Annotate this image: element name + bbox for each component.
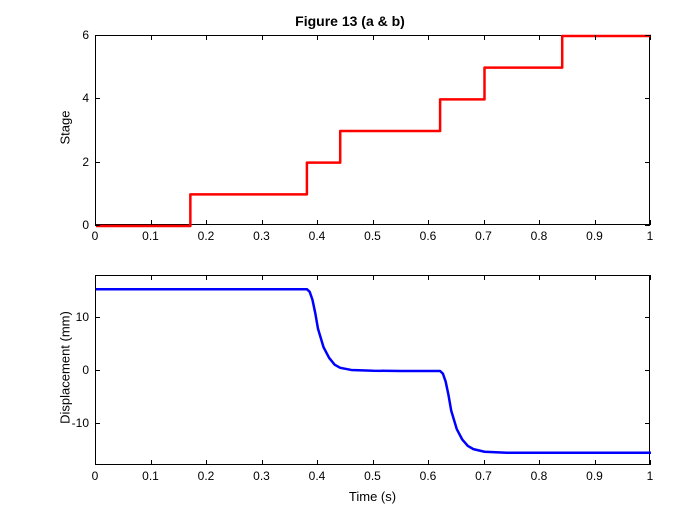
xtick-label: 0.2	[198, 229, 215, 243]
xtick-mark	[262, 460, 263, 465]
xtick-label: 0.1	[142, 469, 159, 483]
ytick-label: 6	[65, 28, 89, 42]
xtick-mark	[151, 275, 152, 280]
xtick-label: 0.7	[475, 229, 492, 243]
ytick-mark	[645, 35, 650, 36]
figure-title: Figure 13 (a & b)	[0, 13, 700, 29]
ytick-label: 0	[65, 218, 89, 232]
xtick-label: 0.9	[586, 229, 603, 243]
xtick-mark	[206, 220, 207, 225]
xtick-label: 0.5	[364, 229, 381, 243]
ytick-mark	[95, 423, 100, 424]
ytick-mark	[645, 162, 650, 163]
xtick-label: 0.2	[198, 469, 215, 483]
xtick-mark	[262, 35, 263, 40]
xtick-mark	[539, 35, 540, 40]
ytick-mark	[95, 225, 100, 226]
xtick-mark	[262, 275, 263, 280]
ytick-label: 0	[65, 363, 89, 377]
xtick-mark	[650, 275, 651, 280]
ytick-mark	[95, 98, 100, 99]
xtick-label: 0	[92, 469, 99, 483]
xtick-label: 0.3	[253, 229, 270, 243]
bottom-chart-line	[96, 276, 651, 466]
xtick-mark	[262, 220, 263, 225]
xtick-mark	[539, 460, 540, 465]
ytick-mark	[95, 370, 100, 371]
ytick-label: 4	[65, 91, 89, 105]
xtick-mark	[206, 460, 207, 465]
ytick-mark	[645, 98, 650, 99]
xtick-mark	[650, 35, 651, 40]
xtick-mark	[484, 35, 485, 40]
xtick-label: 0.4	[309, 229, 326, 243]
xtick-label: 0.3	[253, 469, 270, 483]
xtick-mark	[373, 220, 374, 225]
ytick-mark	[95, 162, 100, 163]
xtick-label: 0.9	[586, 469, 603, 483]
xtick-mark	[595, 275, 596, 280]
xtick-label: 1	[647, 469, 654, 483]
xtick-mark	[206, 35, 207, 40]
xtick-mark	[151, 460, 152, 465]
xtick-mark	[428, 35, 429, 40]
xtick-label: 0.1	[142, 229, 159, 243]
xtick-mark	[151, 220, 152, 225]
xtick-mark	[373, 460, 374, 465]
xtick-mark	[206, 275, 207, 280]
xtick-mark	[317, 220, 318, 225]
xtick-label: 0	[92, 229, 99, 243]
xtick-mark	[539, 275, 540, 280]
xtick-mark	[539, 220, 540, 225]
xtick-mark	[650, 220, 651, 225]
figure-container: Figure 13 (a & b) Stage 0 0.1 0.2 0.3 0.4 0.5…	[0, 0, 700, 525]
xtick-label: 0.6	[420, 469, 437, 483]
xtick-mark	[373, 35, 374, 40]
xtick-mark	[151, 35, 152, 40]
bottom-xlabel: Time (s)	[95, 489, 650, 504]
xtick-mark	[428, 460, 429, 465]
top-plot-area	[95, 35, 650, 225]
xtick-mark	[317, 35, 318, 40]
xtick-label: 0.7	[475, 469, 492, 483]
xtick-label: 0.5	[364, 469, 381, 483]
ytick-mark	[95, 35, 100, 36]
ytick-mark	[645, 370, 650, 371]
ytick-label: 2	[65, 155, 89, 169]
ytick-mark	[645, 225, 650, 226]
xtick-label: 0.8	[531, 229, 548, 243]
xtick-mark	[484, 275, 485, 280]
xtick-label: 0.8	[531, 469, 548, 483]
xtick-label: 1	[647, 229, 654, 243]
xtick-mark	[428, 275, 429, 280]
bottom-plot-area	[95, 275, 650, 465]
xtick-mark	[484, 220, 485, 225]
ytick-label: -10	[65, 416, 89, 430]
top-chart-line	[96, 36, 651, 226]
xtick-label: 0.6	[420, 229, 437, 243]
xtick-mark	[428, 220, 429, 225]
top-ylabel: Stage	[58, 98, 73, 158]
ytick-mark	[95, 317, 100, 318]
xtick-mark	[595, 460, 596, 465]
xtick-mark	[95, 275, 96, 280]
xtick-mark	[317, 460, 318, 465]
xtick-mark	[484, 460, 485, 465]
ytick-mark	[645, 317, 650, 318]
xtick-label: 0.4	[309, 469, 326, 483]
ytick-label: 10	[65, 310, 89, 324]
xtick-mark	[650, 460, 651, 465]
xtick-mark	[595, 220, 596, 225]
xtick-mark	[373, 275, 374, 280]
xtick-mark	[317, 275, 318, 280]
xtick-mark	[95, 460, 96, 465]
xtick-mark	[595, 35, 596, 40]
ytick-mark	[645, 423, 650, 424]
